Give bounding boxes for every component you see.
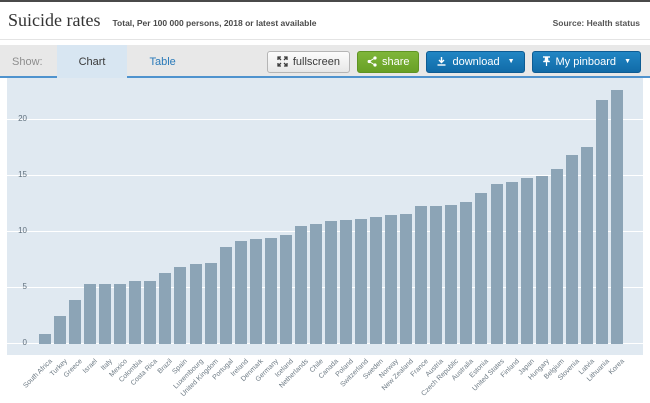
chart-bar[interactable] (505, 181, 518, 344)
share-button[interactable]: share (356, 50, 420, 73)
chart-bar[interactable] (69, 300, 82, 344)
chart-bar[interactable] (565, 154, 578, 344)
chart-bar[interactable] (204, 263, 217, 344)
pinboard-label: My pinboard (555, 55, 617, 68)
page-title: Suicide rates (8, 10, 101, 30)
chart-bar[interactable] (520, 178, 533, 344)
chart-bar[interactable] (54, 316, 67, 344)
chart-bar[interactable] (234, 240, 247, 344)
chart-bar[interactable] (490, 183, 503, 344)
chart-bar[interactable] (550, 169, 563, 344)
chart-bar[interactable] (324, 220, 337, 344)
share-label: share (381, 55, 410, 68)
button-group: fullscreen share downloa (266, 45, 650, 78)
pinboard-button[interactable]: My pinboard ▼ (531, 50, 641, 73)
chart-bar[interactable] (385, 215, 398, 344)
chart-bar[interactable] (84, 283, 97, 344)
top-border (0, 0, 650, 2)
y-tick-label: 20 (18, 114, 27, 123)
chart-bar[interactable] (294, 226, 307, 344)
gridline-y15 (7, 175, 643, 176)
chart-bar[interactable] (144, 281, 157, 344)
chart-bar[interactable] (610, 89, 623, 344)
chart-bar[interactable] (340, 219, 352, 344)
chart-bar[interactable] (249, 238, 262, 344)
chart-bar[interactable] (114, 283, 127, 344)
toolbar: Show: Chart Table fullscreen (0, 45, 650, 78)
chart-bar[interactable] (400, 214, 413, 344)
chart-bar[interactable] (174, 266, 187, 344)
share-icon (367, 56, 377, 67)
tab-chart[interactable]: Chart (56, 45, 128, 78)
tab-table-label: Table (149, 55, 176, 68)
chart-bar[interactable] (279, 235, 292, 344)
gridline-y20 (7, 119, 643, 120)
fullscreen-label: fullscreen (292, 55, 340, 68)
toolbar-underline (0, 76, 650, 78)
fullscreen-icon (277, 56, 288, 67)
chart-bar[interactable] (535, 176, 548, 344)
download-button[interactable]: download ▼ (426, 50, 525, 73)
download-label: download (452, 55, 500, 68)
chart-bar[interactable] (445, 205, 458, 344)
chart-plot: 0 5 10 15 20 (7, 78, 643, 355)
chart-bar[interactable] (475, 192, 488, 344)
tab-table[interactable]: Table (127, 45, 197, 78)
chart-bar[interactable] (460, 201, 473, 344)
chart-bar[interactable] (189, 264, 202, 344)
x-axis-labels: South Africa Turkey Greece Israel Italy Mexic… (0, 355, 650, 403)
show-label: Show: (12, 55, 43, 68)
chart-subtitle: Total, Per 100 000 persons, 2018 or late… (112, 17, 317, 28)
chart-bar[interactable] (580, 146, 593, 344)
chart-bar[interactable] (309, 224, 322, 344)
chart-bar[interactable] (129, 281, 142, 344)
chart-bar[interactable] (430, 206, 443, 344)
pinboard-caret-icon: ▼ (624, 58, 631, 65)
chart-bar[interactable] (415, 206, 428, 344)
y-tick-label: 15 (18, 170, 27, 179)
chart-bar[interactable] (39, 333, 51, 344)
chart-bar[interactable] (99, 283, 112, 344)
y-tick-label: 10 (18, 226, 27, 235)
download-icon (436, 56, 447, 67)
chart-bar[interactable] (595, 99, 608, 344)
chart-bar[interactable] (264, 237, 277, 344)
tab-chart-label: Chart (78, 55, 106, 68)
y-tick-label: 5 (22, 282, 27, 291)
chart-bar[interactable] (370, 217, 383, 344)
pin-icon (542, 56, 551, 67)
source-link[interactable]: Source: Health status (552, 17, 640, 28)
header: Suicide rates Total, Per 100 000 persons… (0, 2, 650, 40)
fullscreen-button[interactable]: fullscreen (266, 50, 350, 73)
chart-bar[interactable] (159, 273, 172, 344)
download-caret-icon: ▼ (507, 58, 515, 65)
chart-bar[interactable] (355, 218, 368, 344)
chart-bar[interactable] (219, 246, 232, 344)
y-tick-label: 0 (22, 338, 27, 347)
